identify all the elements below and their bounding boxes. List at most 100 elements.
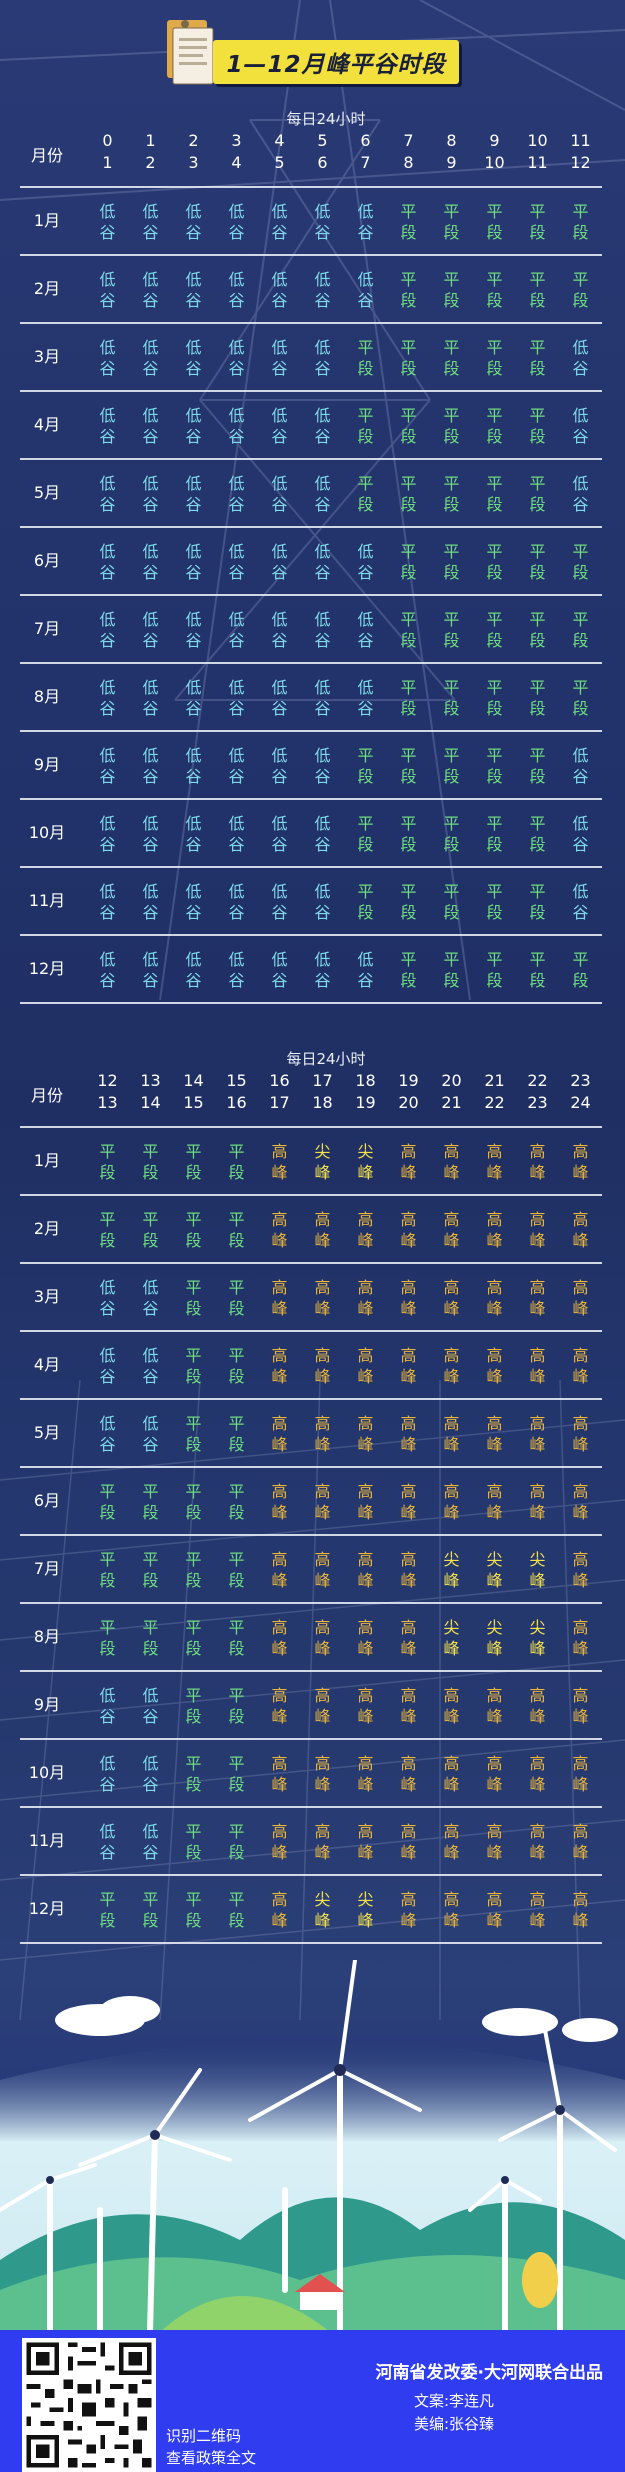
period-char: 峰 (357, 1639, 374, 1658)
period-char: 谷 (99, 1707, 116, 1726)
period-char: 峰 (572, 1503, 589, 1522)
qr-caption: 识别二维码 查看政策全文 (166, 2425, 256, 2469)
period-cell-high: 高峰 (387, 1345, 430, 1387)
period-char: 低 (314, 202, 331, 221)
period-char: 段 (99, 1639, 116, 1658)
period-char: 谷 (142, 1775, 159, 1794)
month-label: 3月 (33, 1287, 61, 1306)
period-char: 段 (572, 971, 589, 990)
period-cell-flat: 平段 (473, 337, 516, 379)
period-char: 低 (271, 270, 288, 289)
schedule-table-0-12: 每日24小时 月份 0 1 1 2 2 3 3 4 4 5 5 6 6 7 7 8 8 9 9 10 10 11 11 12 … (20, 108, 602, 1004)
month-label: 10月 (28, 823, 66, 842)
table-row: 4月低谷低谷平段平段高峰高峰高峰高峰高峰高峰高峰高峰 (20, 1332, 602, 1398)
period-cell-flat: 平段 (516, 609, 559, 651)
period-char: 高 (400, 1278, 417, 1297)
period-char: 高 (529, 1210, 546, 1229)
period-cell-high: 高峰 (430, 1889, 473, 1931)
divider (20, 1126, 602, 1128)
hour-header: 23 24 (559, 1070, 602, 1114)
period-char: 段 (486, 223, 503, 242)
period-char: 平 (185, 1550, 202, 1569)
period-char: 谷 (314, 427, 331, 446)
period-char: 低 (142, 678, 159, 697)
period-cell-flat: 平段 (430, 405, 473, 447)
period-char: 高 (486, 1890, 503, 1909)
period-char: 谷 (142, 563, 159, 582)
period-cell-low: 低谷 (258, 269, 301, 311)
period-cell-low: 低谷 (86, 813, 129, 855)
hour-start: 22 (527, 1071, 548, 1090)
period-char: 谷 (271, 427, 288, 446)
period-char: 段 (443, 359, 460, 378)
period-char: 峰 (400, 1911, 417, 1930)
period-cell-low: 低谷 (172, 813, 215, 855)
period-cells: 低谷低谷平段平段高峰高峰高峰高峰高峰高峰高峰高峰 (86, 1685, 602, 1727)
period-char: 峰 (443, 1911, 460, 1930)
period-char: 峰 (271, 1775, 288, 1794)
period-char: 谷 (185, 495, 202, 514)
period-char: 低 (142, 338, 159, 357)
period-char: 平 (185, 1142, 202, 1161)
hour-start: 23 (570, 1071, 591, 1090)
period-char: 平 (228, 1278, 245, 1297)
period-cells: 平段平段平段平段高峰尖峰尖峰高峰高峰高峰高峰高峰 (86, 1141, 602, 1183)
period-char: 谷 (271, 631, 288, 650)
divider (20, 866, 602, 868)
period-char: 谷 (572, 835, 589, 854)
period-cell-low: 低谷 (215, 269, 258, 311)
period-cell-flat: 平段 (559, 541, 602, 583)
period-cell-low: 低谷 (86, 405, 129, 447)
period-char: 谷 (99, 1775, 116, 1794)
period-char: 平 (99, 1890, 116, 1909)
period-char: 段 (529, 291, 546, 310)
period-cell-low: 低谷 (301, 473, 344, 515)
period-char: 峰 (314, 1843, 331, 1862)
period-char: 高 (529, 1414, 546, 1433)
period-char: 平 (99, 1482, 116, 1501)
period-char: 谷 (185, 903, 202, 922)
period-char: 低 (142, 1278, 159, 1297)
period-char: 峰 (443, 1775, 460, 1794)
period-char: 高 (271, 1346, 288, 1365)
period-cell-high: 高峰 (516, 1481, 559, 1523)
period-char: 谷 (271, 699, 288, 718)
period-cell-low: 低谷 (258, 541, 301, 583)
period-char: 段 (529, 835, 546, 854)
period-char: 低 (142, 1414, 159, 1433)
period-char: 低 (228, 678, 245, 697)
period-cell-flat: 平段 (473, 609, 516, 651)
period-char: 高 (443, 1278, 460, 1297)
period-char: 平 (486, 678, 503, 697)
period-char: 谷 (99, 1299, 116, 1318)
period-char: 高 (443, 1890, 460, 1909)
hour-header: 20 21 (430, 1070, 473, 1114)
period-char: 峰 (443, 1435, 460, 1454)
period-char: 尖 (314, 1142, 331, 1161)
period-char: 段 (572, 699, 589, 718)
period-char: 平 (99, 1550, 116, 1569)
period-cell-high: 高峰 (258, 1413, 301, 1455)
period-char: 平 (572, 950, 589, 969)
period-char: 谷 (314, 631, 331, 650)
period-char: 高 (400, 1890, 417, 1909)
divider (20, 1398, 602, 1400)
period-cell-flat: 平段 (387, 201, 430, 243)
period-char: 高 (400, 1754, 417, 1773)
qr-caption-line-2: 查看政策全文 (166, 2449, 257, 2467)
qr-code[interactable] (22, 2338, 156, 2472)
hour-start: 20 (441, 1071, 462, 1090)
period-char: 谷 (185, 971, 202, 990)
period-char: 峰 (400, 1707, 417, 1726)
period-cell-flat: 平段 (559, 269, 602, 311)
period-char: 尖 (486, 1550, 503, 1569)
hour-header: 21 22 (473, 1070, 516, 1114)
period-char: 高 (572, 1618, 589, 1637)
document-folder-icon (167, 20, 214, 85)
hour-headers: 12 13 13 14 14 15 15 16 16 17 17 18 18 19 19 20 20 21 21 22… (86, 1070, 602, 1114)
period-char: 低 (185, 270, 202, 289)
period-char: 平 (228, 1822, 245, 1841)
period-cell-low: 低谷 (172, 473, 215, 515)
period-cell-low: 低谷 (129, 949, 172, 991)
